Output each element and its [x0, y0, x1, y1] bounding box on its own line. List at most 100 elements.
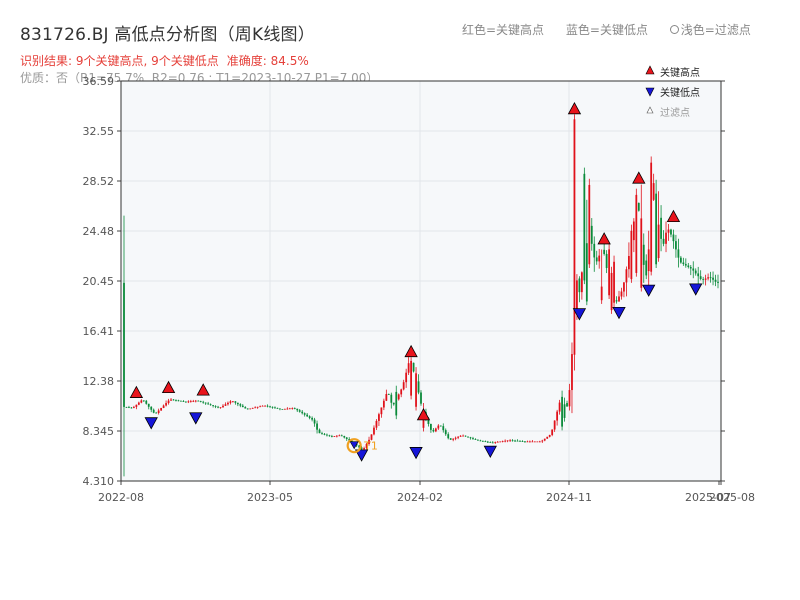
candle-body [509, 440, 511, 442]
candle-body [350, 440, 353, 442]
candle-body [563, 404, 566, 418]
candle-body [128, 407, 130, 409]
candle-body [618, 296, 620, 302]
candle-body [301, 411, 304, 414]
y-tick-label: 36.59 [83, 75, 115, 88]
candle-body [650, 162, 653, 272]
accuracy: 准确度: 84.5% [226, 54, 309, 68]
candle-body [298, 410, 301, 412]
candle-body [246, 408, 249, 410]
candle-body [340, 435, 343, 437]
candle-body [410, 360, 412, 396]
candle-body [175, 399, 177, 401]
candle-body [318, 429, 321, 434]
candle-body [326, 434, 328, 436]
key-low-marker [642, 284, 656, 297]
candle-body [407, 363, 410, 373]
candle-body [551, 429, 554, 435]
candle-body [580, 272, 583, 293]
candle-body [142, 400, 145, 402]
candle-body [496, 441, 499, 443]
key-low-marker [354, 449, 369, 462]
candle-body [531, 441, 534, 443]
candle-body [207, 403, 210, 405]
candle-body [167, 400, 170, 404]
candle-body [160, 408, 163, 411]
chart-title: 831726.BJ 高低点分析图（周K线图） [20, 25, 315, 45]
candle-body [328, 435, 331, 437]
candle-body [368, 439, 370, 444]
candle-body [642, 244, 645, 265]
candle-body [665, 232, 667, 244]
candle-body [684, 264, 687, 266]
x-tick-label: 2023-05 [247, 491, 293, 504]
key-low-marker [612, 307, 626, 320]
candle-body [444, 430, 447, 435]
candle-body [390, 394, 393, 403]
candle-body [380, 407, 383, 415]
candle-body [521, 441, 524, 442]
recognition-result: 识别结果: 9个关键高点, 9个关键低点 准确度: 84.5% [20, 52, 317, 69]
candle-body [269, 406, 271, 408]
candle-body [689, 266, 692, 269]
candle-body [585, 243, 588, 302]
candle-body [165, 403, 167, 406]
candle-body [486, 441, 489, 443]
candle-body [256, 406, 259, 408]
t1-low-marker [349, 441, 359, 450]
candle-body [667, 229, 670, 233]
candle-body [145, 400, 148, 404]
legend-filtered-label: 过滤点 [660, 106, 690, 119]
candle-body [382, 400, 385, 408]
top-color-legend: 红色=关键高点 蓝色=关键低点 浅色=过滤点 [462, 21, 769, 38]
candle-body [387, 394, 390, 395]
candle-body [392, 402, 395, 405]
candle-body [489, 442, 492, 443]
x-tick-label: 2025-08 [709, 491, 755, 504]
candle-body [133, 406, 135, 408]
candle-body [348, 438, 351, 441]
candle-body [281, 408, 284, 410]
candle-body [296, 408, 299, 411]
candle-body [590, 225, 593, 244]
candle-body [533, 441, 536, 443]
candle-body [702, 278, 705, 280]
candle-body [583, 173, 586, 281]
result-count: 识别结果: 9个关键高点, 9个关键低点 [20, 54, 219, 68]
candle-body [504, 440, 507, 442]
candle-body [405, 372, 408, 383]
candle-body [316, 423, 318, 430]
candle-body [333, 436, 336, 437]
candle-body [491, 442, 494, 444]
legend-high-label: 关键高点 [660, 66, 700, 79]
candle-body [506, 440, 509, 442]
key-high-marker [567, 101, 582, 115]
candle-body [499, 441, 502, 443]
candle-body [192, 400, 195, 402]
candle-body [556, 411, 559, 421]
candle-body [199, 400, 202, 402]
candle-body [675, 241, 677, 250]
candle-body [241, 405, 244, 408]
candle-body [437, 425, 440, 429]
key-high-marker [597, 232, 611, 245]
candle-body [172, 399, 175, 401]
candle-body [187, 401, 190, 403]
candle-body [595, 257, 598, 262]
candle-body [632, 221, 635, 241]
candle-body [709, 277, 712, 279]
candle-body [561, 396, 563, 427]
candle-body [335, 435, 338, 437]
candle-body [229, 401, 232, 403]
candle-body [182, 401, 185, 402]
candle-body [236, 402, 239, 405]
candle-body [427, 418, 430, 424]
key-low-marker [409, 447, 423, 460]
candle-body [204, 402, 207, 404]
candle-body [338, 435, 341, 437]
candle-body [541, 440, 544, 442]
candle-body [449, 438, 452, 440]
candle-body [519, 440, 521, 442]
